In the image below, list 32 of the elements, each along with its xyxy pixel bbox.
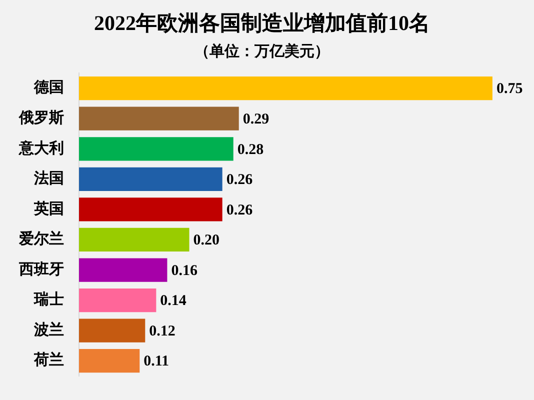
y-tick-label: 意大利: [18, 140, 64, 157]
y-tick-label: 西班牙: [18, 260, 64, 278]
y-tick-label: 俄罗斯: [18, 109, 64, 126]
y-tick-label: 英国: [33, 200, 64, 218]
bar: [79, 288, 156, 312]
bar: [79, 198, 222, 222]
y-tick-label: 波兰: [33, 321, 64, 338]
data-label: 0.75: [496, 81, 523, 98]
bar: [79, 137, 234, 161]
data-label: 0.20: [193, 232, 220, 249]
bar: [79, 167, 222, 191]
bar: [79, 76, 492, 100]
data-label: 0.12: [149, 323, 176, 340]
data-label: 0.16: [171, 262, 198, 279]
chart-subtitle: （单位：万亿美元）: [194, 42, 330, 60]
y-tick-label: 德国: [33, 79, 64, 96]
bar: [79, 318, 146, 342]
data-label: 0.14: [160, 293, 187, 310]
chart-title: 2022年欧洲各国制造业增加值前10名: [94, 11, 430, 36]
data-label: 0.26: [226, 172, 254, 188]
y-tick-label: 法国: [33, 170, 64, 188]
data-label: 0.11: [144, 354, 170, 370]
y-tick-label: 瑞士: [33, 291, 64, 308]
bar: [79, 258, 168, 282]
data-label: 0.29: [242, 111, 270, 128]
bar: [79, 349, 140, 373]
bar: [79, 106, 239, 130]
data-label: 0.26: [226, 202, 254, 218]
data-label: 0.28: [237, 142, 264, 158]
y-tick-label: 荷兰: [33, 352, 64, 369]
y-tick-label: 爱尔兰: [18, 230, 64, 248]
bar: [79, 228, 190, 252]
